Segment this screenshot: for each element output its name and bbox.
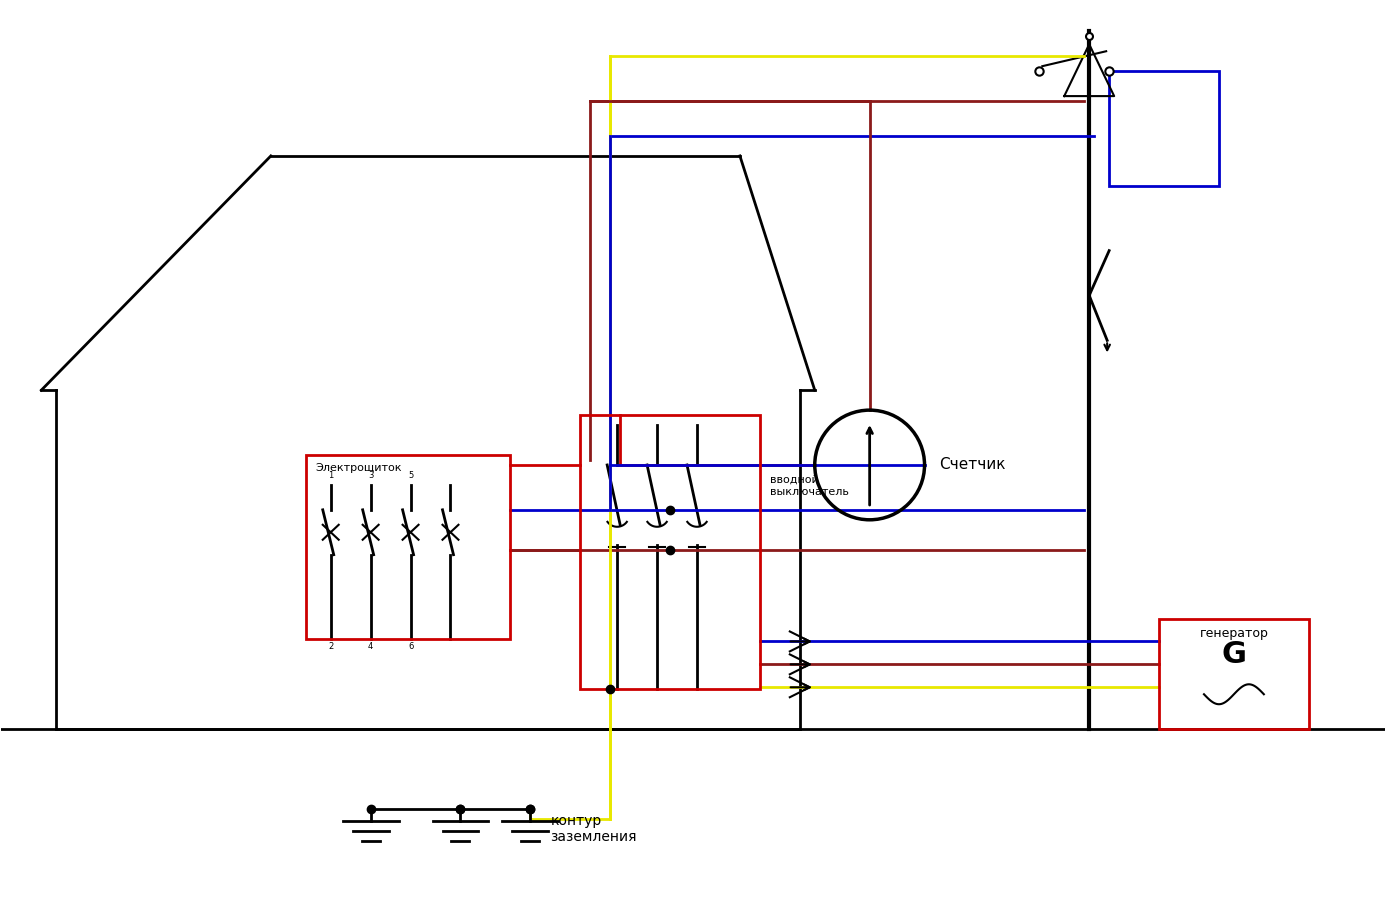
Text: 4: 4 xyxy=(369,642,373,651)
Text: 1: 1 xyxy=(328,471,334,480)
Text: 2: 2 xyxy=(328,642,334,651)
Bar xyxy=(1109,72,1218,186)
Bar xyxy=(306,455,510,640)
Bar xyxy=(1159,620,1308,729)
Text: 5: 5 xyxy=(407,471,413,480)
Text: Счетчик: Счетчик xyxy=(940,458,1006,472)
Text: генератор: генератор xyxy=(1199,628,1268,641)
Text: 6: 6 xyxy=(407,642,413,651)
Text: G: G xyxy=(1221,640,1246,669)
Text: Электрощиток: Электрощиток xyxy=(316,463,402,473)
Text: контур
заземления: контур заземления xyxy=(550,814,636,844)
Bar xyxy=(581,415,760,689)
Text: 3: 3 xyxy=(367,471,373,480)
Text: вводной
выключатель: вводной выключатель xyxy=(769,475,848,496)
